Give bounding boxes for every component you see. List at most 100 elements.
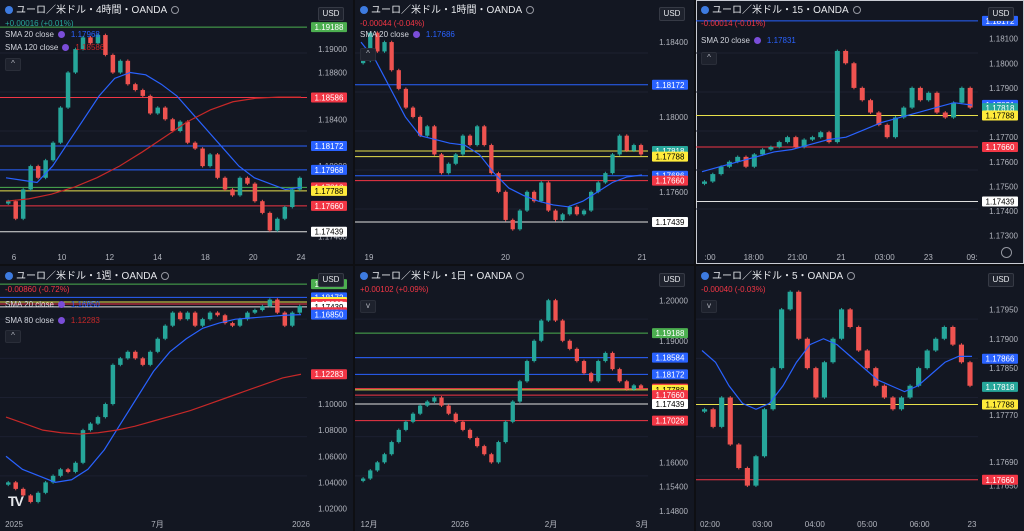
x-tick-label: 06:00 <box>910 520 931 529</box>
x-tick-label: 21:00 <box>787 253 808 262</box>
candle <box>170 312 175 326</box>
settings-icon[interactable] <box>57 301 65 308</box>
x-tick-label: 21 <box>638 253 647 262</box>
candle <box>776 142 782 148</box>
candle <box>177 312 183 320</box>
settings-icon[interactable] <box>753 37 761 44</box>
indicator-sma80[interactable]: SMA 80 close 1.12283 <box>5 316 100 325</box>
panel-1w[interactable]: 2025 7月 2026 1.10000 1.08000 1.06000 1.04000 1.… <box>0 266 353 531</box>
panel-title[interactable]: ユーロ／米ドル・4時間・OANDA <box>5 5 180 17</box>
candle <box>375 462 380 471</box>
indicator-sma20[interactable]: SMA 20 close 1.17968 <box>5 30 100 39</box>
sma-line <box>5 313 302 483</box>
candle <box>267 299 273 307</box>
price-label: 1.17660 <box>986 143 1015 152</box>
candle <box>856 327 862 351</box>
collapse-button[interactable]: ^ <box>701 52 717 65</box>
indicator-sma120[interactable]: SMA 120 close 1.18586 <box>5 43 105 52</box>
candle <box>446 405 451 414</box>
indicator-sma20[interactable]: SMA 20 close 1.17686 <box>360 30 455 39</box>
candle <box>553 210 558 220</box>
indicator-sma20[interactable]: SMA 20 close 1.16850 <box>5 300 100 309</box>
settings-icon[interactable] <box>412 31 420 38</box>
candle <box>617 135 622 155</box>
price-label: 1.17818 <box>986 104 1015 113</box>
candle <box>185 312 190 320</box>
price-label-bg <box>982 196 1018 207</box>
panel-1h[interactable]: 19 20 21 1.18400 1.18000 1.17600 1.18172 1.1781… <box>355 0 694 264</box>
eye-icon[interactable] <box>171 6 180 14</box>
eye-icon[interactable] <box>847 272 856 280</box>
collapse-button[interactable]: ^ <box>5 58 21 71</box>
candle <box>290 189 295 208</box>
x-tick-label: 2025 <box>5 520 23 529</box>
price-label-bg <box>311 200 347 211</box>
settings-icon[interactable] <box>1001 247 1012 258</box>
panel-title[interactable]: ユーロ／米ドル・15・OANDA <box>701 5 861 17</box>
panel-1d[interactable]: 12月 2026 2月 3月 1.20000 1.19000 1.16000 1.15400 1… <box>355 266 694 531</box>
collapse-button[interactable]: v <box>701 300 717 313</box>
collapse-button[interactable]: ^ <box>360 48 376 61</box>
candle <box>418 405 423 414</box>
collapse-button[interactable]: ^ <box>5 330 21 343</box>
panel-5m[interactable]: 02:00 03:00 04:00 05:00 06:00 23 1.17950 1.1790… <box>696 266 1024 531</box>
candle <box>801 139 807 148</box>
candle <box>596 361 601 382</box>
candle <box>868 100 874 113</box>
candle <box>110 364 116 405</box>
tradingview-logo[interactable]: TV <box>8 493 24 509</box>
price-label: 1.17818 <box>986 383 1015 392</box>
panel-title[interactable]: ユーロ／米ドル・1時間・OANDA <box>360 5 535 17</box>
candle <box>382 454 387 463</box>
candle <box>368 32 373 61</box>
candle <box>830 338 836 363</box>
y-tick-label: 1.18100 <box>989 35 1018 44</box>
candle <box>589 191 594 211</box>
x-tick-label: 02:00 <box>700 520 721 529</box>
currency-button[interactable]: USD <box>988 7 1014 21</box>
settings-icon[interactable] <box>62 44 70 51</box>
candle <box>192 142 198 149</box>
candle <box>770 368 776 410</box>
panel-title[interactable]: ユーロ／米ドル・1週・OANDA <box>5 271 170 283</box>
currency-button[interactable]: USD <box>318 273 344 287</box>
settings-icon[interactable] <box>57 317 65 324</box>
candle <box>475 438 480 447</box>
currency-button[interactable]: USD <box>659 273 685 287</box>
eurusd-logo-icon <box>701 272 709 280</box>
eye-icon[interactable] <box>516 272 525 280</box>
currency-button[interactable]: USD <box>318 7 344 21</box>
candle <box>760 149 766 155</box>
price-label: 1.18584 <box>656 354 685 363</box>
eye-icon[interactable] <box>852 6 861 14</box>
settings-icon[interactable] <box>57 31 65 38</box>
candle <box>297 306 303 313</box>
candle <box>804 338 810 369</box>
candle <box>496 442 501 463</box>
price-change: -0.00014 (-0.01%) <box>701 19 766 28</box>
candle <box>222 177 228 190</box>
candle <box>58 469 63 476</box>
x-tick-label: 7月 <box>151 520 163 529</box>
indicator-sma20[interactable]: SMA 20 close 1.17831 <box>701 36 796 45</box>
collapse-button[interactable]: v <box>360 300 376 313</box>
eye-icon[interactable] <box>161 272 170 280</box>
eye-icon[interactable] <box>526 6 535 14</box>
candle <box>702 409 708 412</box>
panel-4h[interactable]: 61012141820241.190001.188001.184001.1800… <box>0 0 353 264</box>
candle <box>813 368 819 398</box>
candle <box>185 121 190 143</box>
panel-title[interactable]: ユーロ／米ドル・5・OANDA <box>701 271 856 283</box>
candle <box>761 409 768 457</box>
candle <box>809 137 815 140</box>
x-tick-label: 18 <box>201 253 210 262</box>
y-tick-label: 1.10000 <box>318 400 347 409</box>
candle <box>432 126 437 155</box>
currency-button[interactable]: USD <box>988 273 1014 287</box>
panel-title[interactable]: ユーロ／米ドル・1日・OANDA <box>360 271 525 283</box>
panel-15m[interactable]: :00 18:00 21:00 21 03:00 23 09: 1.18100 1.18000 1… <box>696 0 1024 264</box>
price-label-bg <box>652 352 688 363</box>
x-tick-label: 19 <box>365 253 374 262</box>
currency-button[interactable]: USD <box>659 7 685 21</box>
